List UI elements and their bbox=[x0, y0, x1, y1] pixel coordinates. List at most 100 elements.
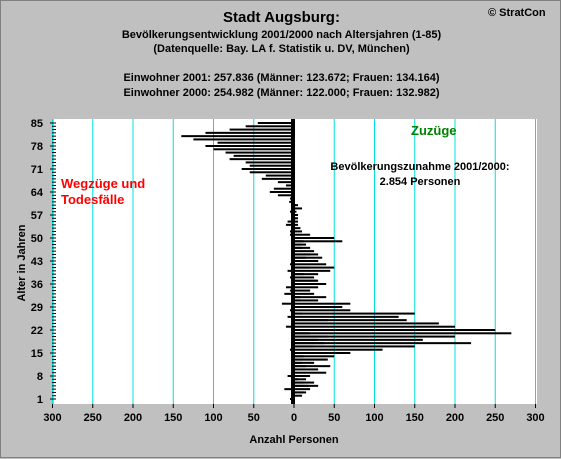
bar-outflow bbox=[245, 125, 294, 128]
x-tick-label: 100 bbox=[204, 412, 222, 424]
y-tick-label: 57 bbox=[31, 210, 43, 222]
bar-outflow bbox=[249, 171, 294, 174]
bar-inflow bbox=[294, 269, 331, 272]
bar-inflow bbox=[294, 358, 327, 361]
bar-inflow bbox=[294, 263, 327, 266]
copyright-label: © StratCon bbox=[488, 7, 546, 19]
y-tick-label: 22 bbox=[31, 325, 43, 337]
bar-inflow bbox=[294, 348, 383, 351]
bar-outflow bbox=[229, 158, 294, 161]
x-axis-label: Anzahl Personen bbox=[249, 434, 339, 446]
bar-inflow bbox=[294, 279, 319, 282]
y-tick-label: 36 bbox=[31, 279, 43, 291]
bar-inflow bbox=[294, 352, 351, 354]
x-tick-label: 300 bbox=[43, 412, 61, 424]
bar-inflow bbox=[294, 325, 455, 328]
bar-outflow bbox=[225, 151, 294, 154]
annotation-line-1: Bevölkerungszunahme 2001/2000: bbox=[330, 161, 509, 173]
bar-inflow bbox=[294, 253, 319, 256]
bar-inflow bbox=[294, 312, 415, 315]
bar-inflow bbox=[294, 250, 315, 253]
y-tick-label: 15 bbox=[31, 348, 43, 360]
bar-inflow bbox=[294, 365, 331, 368]
bar-inflow bbox=[294, 391, 304, 394]
left-label-line-2: Todesfälle bbox=[61, 192, 124, 207]
chart-title: Stadt Augsburg: bbox=[223, 9, 340, 26]
bar-inflow bbox=[294, 361, 315, 364]
bar-series bbox=[181, 122, 512, 400]
bar-inflow bbox=[294, 296, 327, 299]
center-axis bbox=[291, 119, 295, 404]
bar-outflow bbox=[284, 388, 294, 391]
bar-outflow bbox=[181, 135, 294, 138]
y-tick-label: 8 bbox=[37, 371, 43, 383]
bar-outflow bbox=[249, 164, 294, 167]
bar-inflow bbox=[294, 345, 415, 348]
bar-inflow bbox=[294, 223, 299, 226]
y-tick-label: 29 bbox=[31, 302, 43, 314]
bar-inflow bbox=[294, 388, 311, 391]
y-axis: 1 8 15 22 29 36 43 50 57 64 71 78 85 bbox=[31, 118, 56, 406]
bar-outflow bbox=[217, 141, 294, 144]
bar-inflow bbox=[294, 384, 319, 387]
bar-inflow bbox=[294, 237, 335, 239]
bar-inflow bbox=[294, 233, 311, 236]
bar-inflow bbox=[294, 381, 315, 384]
bar-inflow bbox=[294, 289, 311, 292]
y-tick-label: 71 bbox=[31, 164, 43, 176]
bar-outflow bbox=[285, 286, 294, 289]
bar-outflow bbox=[205, 131, 294, 134]
bar-outflow bbox=[287, 269, 294, 272]
y-tick-label: 85 bbox=[31, 118, 43, 130]
bar-inflow bbox=[294, 302, 351, 305]
chart-subtitle: Bevölkerungsentwicklung 2001/2000 nach A… bbox=[121, 29, 442, 41]
bar-inflow bbox=[294, 214, 299, 216]
annotation-line-2: 2.854 Personen bbox=[380, 176, 461, 188]
bar-inflow bbox=[294, 322, 439, 325]
bar-inflow bbox=[294, 375, 311, 377]
bar-inflow bbox=[294, 306, 343, 308]
y-tick-label: 64 bbox=[31, 187, 44, 199]
x-tick-label: 250 bbox=[486, 412, 504, 424]
x-tick-label: 250 bbox=[84, 412, 102, 424]
x-tick-label: 200 bbox=[446, 412, 464, 424]
bar-outflow bbox=[229, 128, 294, 131]
bar-outflow bbox=[294, 204, 299, 207]
bar-outflow bbox=[193, 138, 294, 141]
x-tick-label: 50 bbox=[248, 412, 260, 424]
left-label-line-1: Wegzüge und bbox=[61, 176, 145, 191]
x-tick-label: 100 bbox=[365, 412, 383, 424]
bar-inflow bbox=[294, 276, 315, 279]
bar-outflow bbox=[287, 315, 294, 318]
x-tick-label: 300 bbox=[526, 412, 544, 424]
y-tick-label: 1 bbox=[37, 394, 43, 406]
x-tick-label: 200 bbox=[124, 412, 142, 424]
bar-inflow bbox=[294, 378, 307, 381]
bar-outflow bbox=[285, 184, 294, 187]
bar-outflow bbox=[233, 154, 294, 157]
bar-inflow bbox=[294, 335, 455, 338]
y-tick-label: 43 bbox=[31, 256, 43, 268]
residents-2001: Einwohner 2001: 257.836 (Männer: 123.672… bbox=[123, 72, 440, 84]
bar-outflow bbox=[294, 394, 303, 397]
bar-inflow bbox=[294, 319, 407, 322]
x-tick-label: 50 bbox=[328, 412, 340, 424]
bar-outflow bbox=[205, 145, 294, 147]
bar-inflow bbox=[294, 210, 297, 213]
bar-inflow bbox=[294, 227, 301, 230]
bar-inflow bbox=[294, 342, 472, 345]
data-source-note: (Datenquelle: Bay. LA f. Statistik u. DV… bbox=[153, 43, 410, 55]
x-tick-label: 150 bbox=[164, 412, 182, 424]
bar-outflow bbox=[281, 302, 294, 305]
bar-inflow bbox=[294, 217, 299, 220]
bar-outflow bbox=[265, 174, 294, 177]
bar-outflow bbox=[257, 122, 294, 124]
bar-outflow bbox=[285, 325, 294, 328]
bar-inflow bbox=[294, 243, 307, 246]
bar-outflow bbox=[241, 168, 294, 170]
bar-inflow bbox=[294, 230, 303, 233]
y-tick-label: 78 bbox=[31, 141, 43, 153]
right-label: Zuzüge bbox=[411, 123, 457, 138]
bar-outflow bbox=[285, 223, 294, 226]
